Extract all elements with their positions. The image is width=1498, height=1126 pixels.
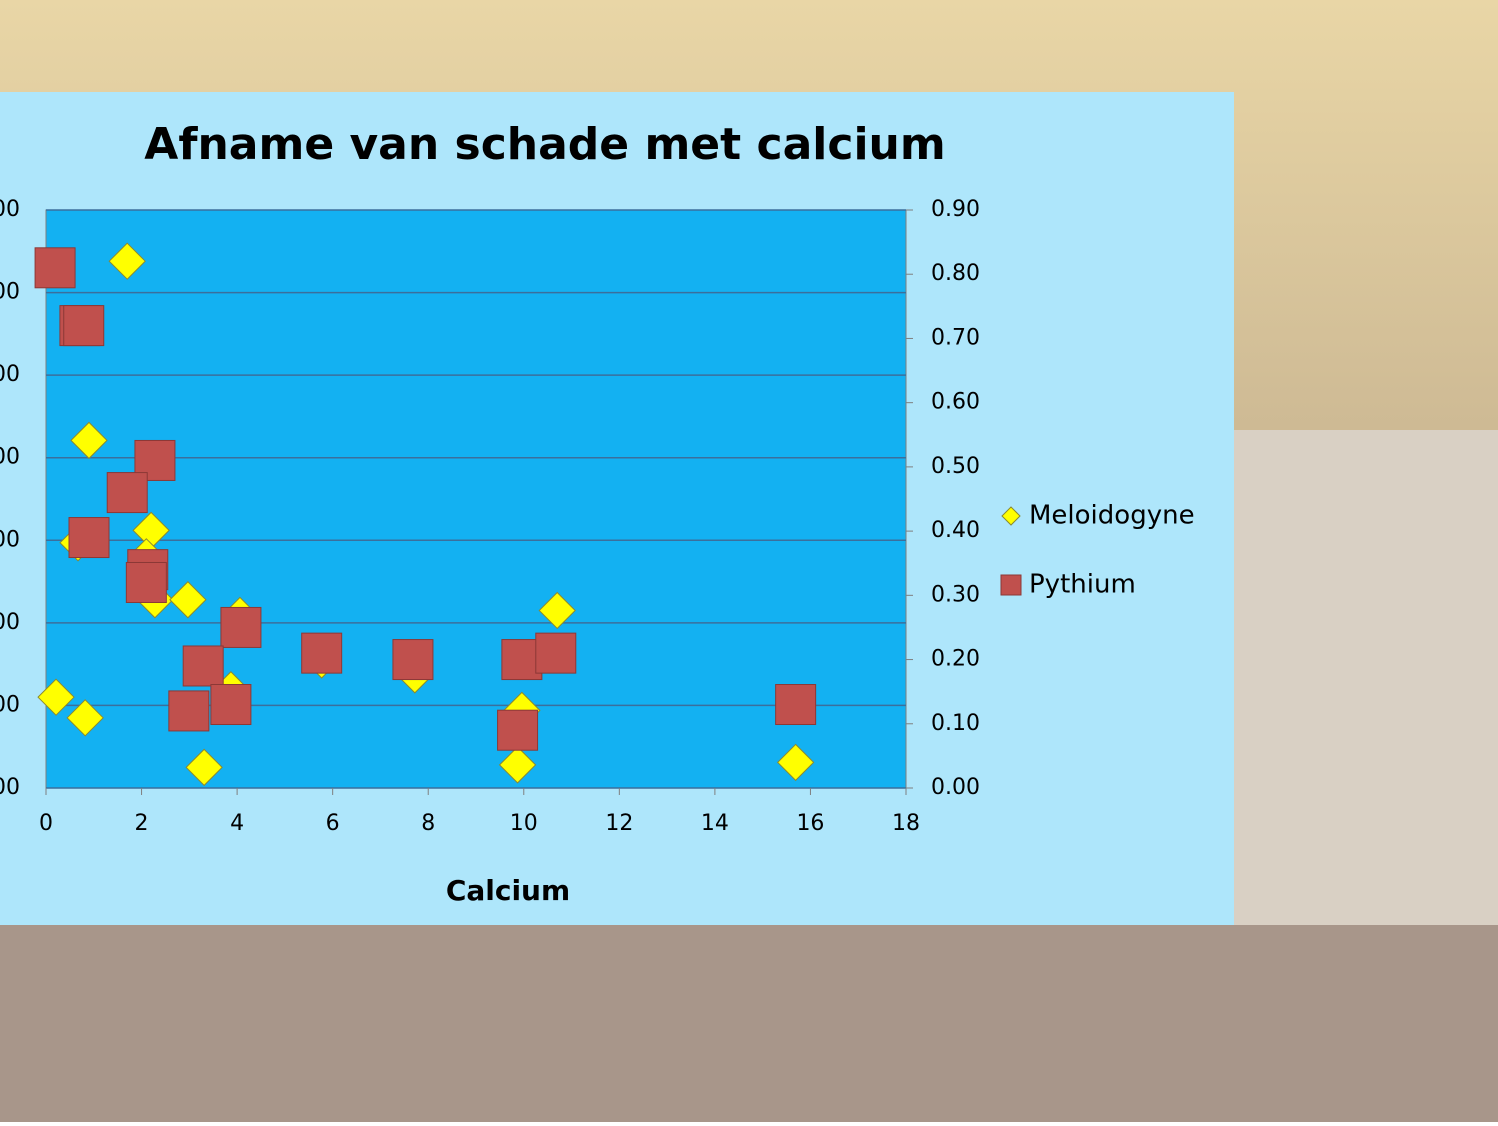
diamond-marker (169, 581, 207, 619)
y2-tick-label: 0.40 (931, 518, 980, 543)
y-tick-label: 00 (0, 362, 20, 387)
square-marker (210, 684, 252, 726)
square-marker (775, 684, 817, 726)
y-tick-label: 00 (0, 197, 20, 222)
x-tick-label: 18 (892, 811, 920, 836)
photo-trays (1234, 430, 1498, 930)
square-marker (392, 639, 434, 681)
diamond-marker (37, 678, 75, 716)
y2-tick-label: 0.50 (931, 454, 980, 479)
y2-tick-label: 0.00 (931, 775, 980, 800)
photo-pots (0, 925, 1498, 1122)
y2-tick-label: 0.30 (931, 582, 980, 607)
x-tick-label: 6 (326, 811, 340, 836)
diamond-marker (776, 743, 815, 782)
y2-tick-label: 0.10 (931, 711, 980, 736)
diamond-marker (108, 242, 146, 280)
square-marker (125, 561, 167, 603)
y-tick-label: 00 (0, 445, 20, 470)
x-tick-label: 12 (605, 811, 633, 836)
square-marker (63, 305, 105, 347)
square-marker (501, 639, 543, 681)
legend-label: Meloidogyne (1029, 501, 1195, 531)
square-marker (68, 517, 110, 559)
y2-tick-label: 0.90 (931, 197, 980, 222)
y-tick-label: 00 (0, 775, 20, 800)
square-marker (106, 472, 148, 514)
x-tick-label: 2 (135, 811, 149, 836)
diamond-marker (185, 748, 223, 787)
diamond-marker (70, 421, 108, 460)
y2-tick-label: 0.80 (931, 261, 980, 286)
square-marker (134, 439, 176, 481)
square-marker (34, 247, 76, 289)
diamond-marker (66, 699, 104, 737)
x-tick-label: 0 (39, 811, 53, 836)
legend-marker (1001, 506, 1021, 526)
square-marker (497, 709, 539, 751)
square-marker (168, 690, 210, 732)
x-axis-title: Calcium (446, 874, 570, 907)
x-tick-label: 16 (796, 811, 824, 836)
legend-label: Pythium (1029, 570, 1136, 600)
y-tick-label: 00 (0, 692, 20, 717)
square-marker (301, 632, 343, 674)
square-marker (535, 632, 577, 674)
x-tick-label: 4 (230, 811, 244, 836)
y-tick-label: 00 (0, 610, 20, 635)
legend-marker (1000, 574, 1022, 596)
x-tick-label: 10 (510, 811, 538, 836)
x-tick-label: 14 (701, 811, 729, 836)
y2-tick-label: 0.20 (931, 647, 980, 672)
chart-title: Afname van schade met calcium (144, 119, 945, 170)
y2-tick-label: 0.70 (931, 325, 980, 350)
y2-tick-label: 0.60 (931, 390, 980, 415)
square-marker (220, 606, 262, 648)
diamond-marker (538, 591, 576, 630)
diamond-marker (498, 746, 537, 784)
y-tick-label: 00 (0, 527, 20, 552)
square-marker (182, 645, 224, 687)
y-tick-label: 00 (0, 280, 20, 305)
x-tick-label: 8 (421, 811, 435, 836)
